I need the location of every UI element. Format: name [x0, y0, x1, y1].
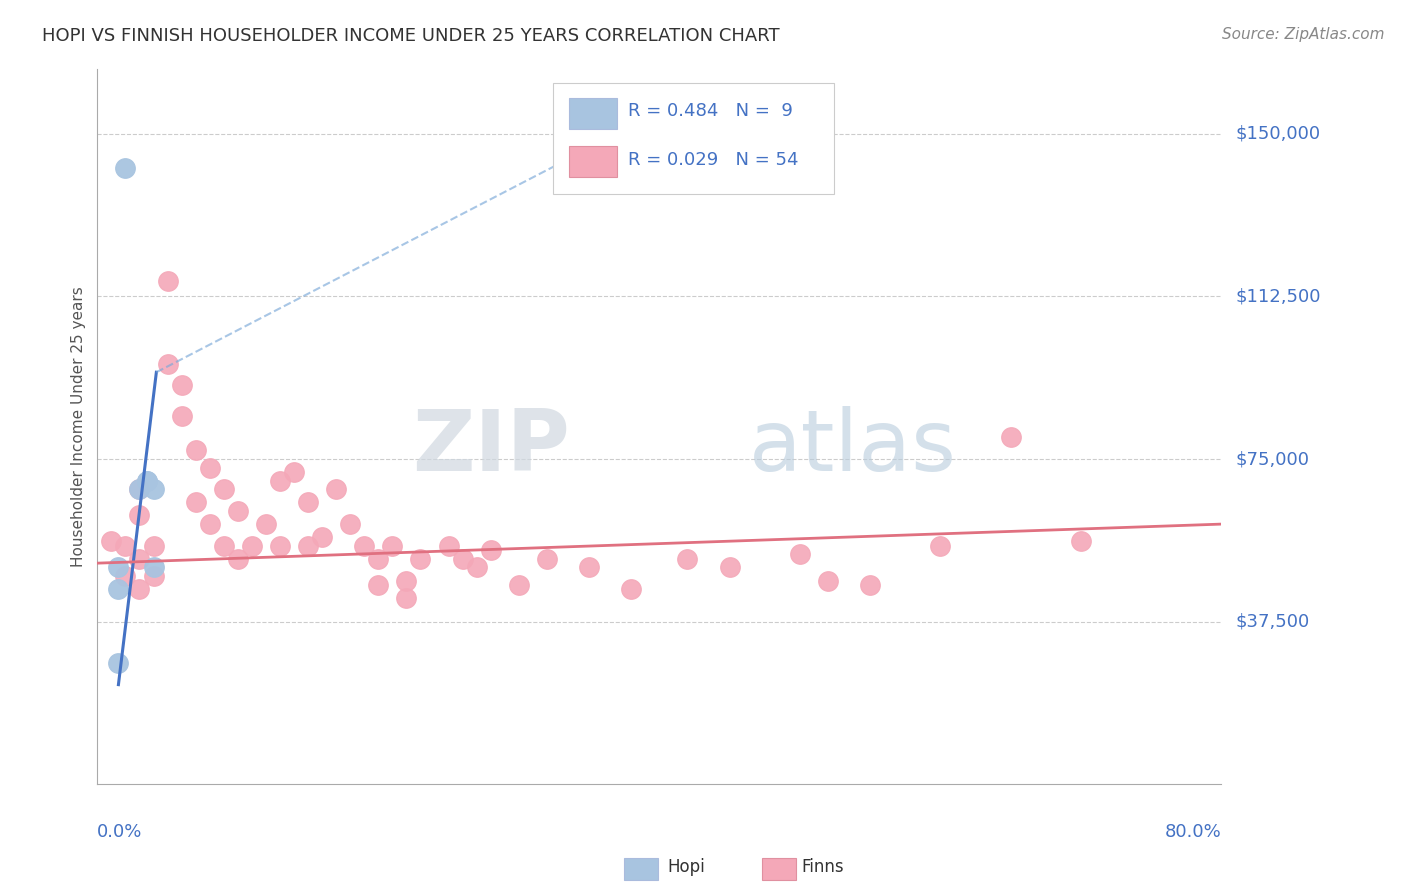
- Point: [1000, 430, 1022, 444]
- Point: [240, 539, 263, 553]
- Point: [184, 443, 207, 458]
- Point: [107, 582, 129, 597]
- Point: [212, 539, 235, 553]
- Point: [184, 495, 207, 509]
- Point: [142, 539, 165, 553]
- Point: [718, 560, 741, 574]
- Point: [269, 539, 291, 553]
- Text: Source: ZipAtlas.com: Source: ZipAtlas.com: [1222, 27, 1385, 42]
- Text: atlas: atlas: [749, 407, 957, 490]
- Point: [142, 569, 165, 583]
- Text: ZIP: ZIP: [412, 407, 569, 490]
- Point: [128, 483, 150, 497]
- Point: [128, 508, 150, 523]
- Point: [170, 378, 193, 392]
- Point: [142, 483, 165, 497]
- Point: [107, 656, 129, 670]
- Point: [128, 483, 150, 497]
- Point: [789, 548, 811, 562]
- Point: [283, 465, 305, 479]
- Text: HOPI VS FINNISH HOUSEHOLDER INCOME UNDER 25 YEARS CORRELATION CHART: HOPI VS FINNISH HOUSEHOLDER INCOME UNDER…: [42, 27, 780, 45]
- Text: 80.0%: 80.0%: [1164, 823, 1222, 841]
- Point: [451, 551, 474, 566]
- Point: [297, 539, 319, 553]
- Point: [381, 539, 404, 553]
- Point: [114, 539, 136, 553]
- Text: Finns: Finns: [801, 858, 844, 876]
- Point: [339, 517, 361, 532]
- Point: [465, 560, 488, 574]
- Point: [114, 161, 136, 176]
- FancyBboxPatch shape: [569, 98, 617, 129]
- Text: Hopi: Hopi: [668, 858, 706, 876]
- Y-axis label: Householder Income Under 25 years: Householder Income Under 25 years: [72, 286, 86, 566]
- Text: 0.0%: 0.0%: [97, 823, 143, 841]
- Point: [578, 560, 600, 574]
- Text: $150,000: $150,000: [1236, 125, 1320, 143]
- Point: [198, 517, 221, 532]
- Point: [479, 543, 502, 558]
- Point: [620, 582, 643, 597]
- Point: [135, 474, 157, 488]
- Text: $112,500: $112,500: [1236, 287, 1320, 305]
- Text: $75,000: $75,000: [1236, 450, 1309, 468]
- Text: R = 0.484   N =  9: R = 0.484 N = 9: [628, 103, 793, 120]
- Point: [198, 460, 221, 475]
- Point: [367, 551, 389, 566]
- Point: [142, 560, 165, 574]
- Point: [395, 591, 418, 605]
- Point: [353, 539, 375, 553]
- Point: [269, 474, 291, 488]
- Text: R = 0.029   N = 54: R = 0.029 N = 54: [628, 151, 799, 169]
- Point: [817, 574, 839, 588]
- Point: [170, 409, 193, 423]
- Point: [325, 483, 347, 497]
- Point: [156, 357, 179, 371]
- Point: [311, 530, 333, 544]
- Point: [536, 551, 558, 566]
- Point: [929, 539, 952, 553]
- Point: [114, 569, 136, 583]
- Point: [226, 551, 249, 566]
- Point: [254, 517, 277, 532]
- Point: [212, 483, 235, 497]
- FancyBboxPatch shape: [553, 83, 834, 194]
- Point: [156, 274, 179, 288]
- Point: [100, 534, 122, 549]
- Point: [128, 582, 150, 597]
- FancyBboxPatch shape: [569, 145, 617, 178]
- Point: [107, 560, 129, 574]
- Point: [135, 474, 157, 488]
- Text: $37,500: $37,500: [1236, 613, 1309, 631]
- Point: [409, 551, 432, 566]
- Point: [859, 578, 882, 592]
- Point: [437, 539, 460, 553]
- Point: [128, 551, 150, 566]
- Point: [367, 578, 389, 592]
- Point: [1070, 534, 1092, 549]
- Point: [508, 578, 530, 592]
- Point: [297, 495, 319, 509]
- Point: [395, 574, 418, 588]
- Point: [676, 551, 699, 566]
- Point: [226, 504, 249, 518]
